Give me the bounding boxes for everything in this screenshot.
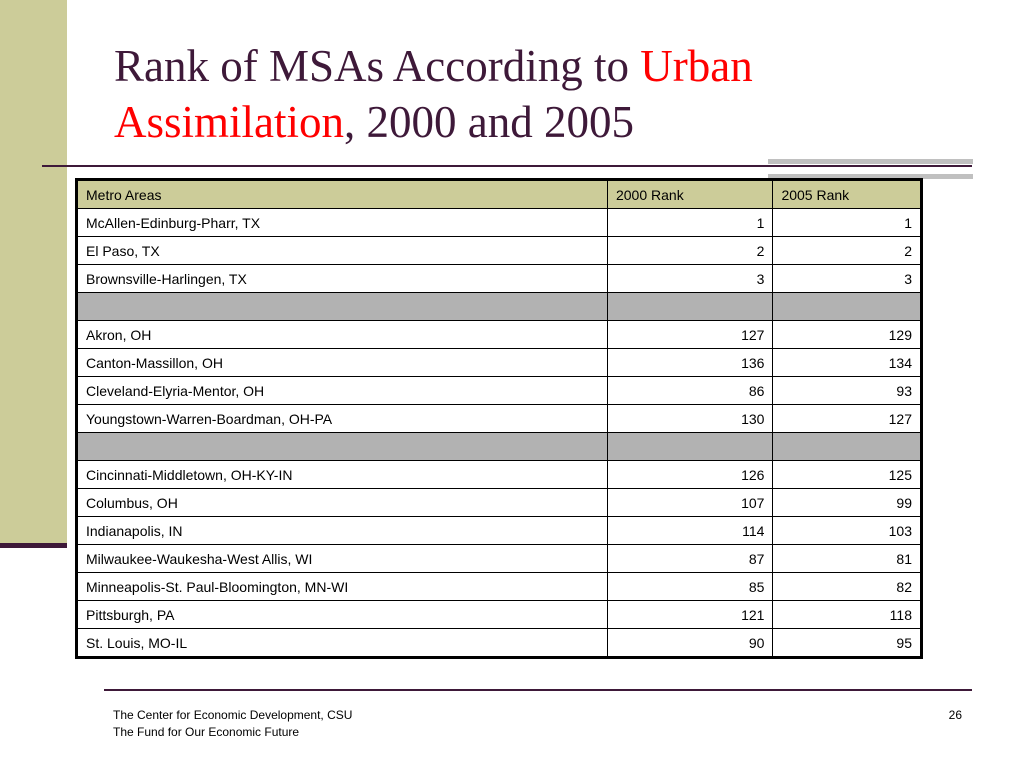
- rank-2005-cell: [772, 432, 921, 461]
- footer-line-2: The Fund for Our Economic Future: [113, 725, 300, 739]
- rank-2000-cell: 107: [606, 488, 774, 517]
- footer-divider: [104, 689, 972, 691]
- rank-2005-cell: 127: [772, 404, 921, 433]
- side-accent-bar: [0, 0, 67, 545]
- rank-2005-cell: 1: [772, 208, 921, 237]
- rank-2000-cell: 121: [606, 600, 774, 629]
- metro-area-cell: Pittsburgh, PA: [77, 600, 608, 629]
- metro-area-cell: Minneapolis-St. Paul-Bloomington, MN-WI: [77, 572, 608, 601]
- rank-2005-cell: 3: [772, 264, 921, 293]
- table-row: Cleveland-Elyria-Mentor, OH 86 93: [77, 376, 921, 405]
- decorative-grey-bars: [768, 159, 973, 179]
- rank-2000-cell: 130: [606, 404, 774, 433]
- table-row: Columbus, OH 107 99: [77, 488, 921, 517]
- table-row: Pittsburgh, PA 121 118: [77, 600, 921, 629]
- header-metro-areas: Metro Areas: [77, 180, 608, 209]
- rank-2000-cell: 3: [606, 264, 774, 293]
- rank-2005-cell: 81: [772, 544, 921, 573]
- metro-area-cell: [77, 432, 608, 461]
- metro-area-cell: Indianapolis, IN: [77, 516, 608, 545]
- table-row: Brownsville-Harlingen, TX 3 3: [77, 264, 921, 293]
- metro-area-cell: [77, 292, 608, 321]
- metro-area-cell: Brownsville-Harlingen, TX: [77, 264, 608, 293]
- rank-2000-cell: 127: [606, 320, 774, 349]
- header-2000-rank: 2000 Rank: [606, 180, 774, 209]
- table-row: Canton-Massillon, OH 136 134: [77, 348, 921, 377]
- table-row: Indianapolis, IN 114 103: [77, 516, 921, 545]
- metro-area-cell: Columbus, OH: [77, 488, 608, 517]
- rank-2005-cell: 93: [772, 376, 921, 405]
- slide-title: Rank of MSAs According to Urban Assimila…: [114, 38, 914, 150]
- side-accent-rule: [0, 543, 67, 548]
- rank-2000-cell: 126: [606, 460, 774, 489]
- rank-2000-cell: 90: [606, 628, 774, 657]
- rank-2005-cell: 129: [772, 320, 921, 349]
- footer-credits: The Center for Economic Development, CSU…: [113, 707, 352, 741]
- rank-2005-cell: 118: [772, 600, 921, 629]
- table-row: Milwaukee-Waukesha-West Allis, WI 87 81: [77, 544, 921, 573]
- rank-2005-cell: 134: [772, 348, 921, 377]
- rank-2000-cell: 1: [606, 208, 774, 237]
- rank-2000-cell: 87: [606, 544, 774, 573]
- table-row: El Paso, TX 2 2: [77, 236, 921, 265]
- title-part-2: , 2000 and 2005: [344, 97, 634, 147]
- table-header-row: Metro Areas 2000 Rank 2005 Rank: [77, 180, 921, 209]
- metro-area-cell: McAllen-Edinburg-Pharr, TX: [77, 208, 608, 237]
- rank-2005-cell: 103: [772, 516, 921, 545]
- metro-area-cell: Youngstown-Warren-Boardman, OH-PA: [77, 404, 608, 433]
- metro-area-cell: Canton-Massillon, OH: [77, 348, 608, 377]
- rank-2005-cell: 95: [772, 628, 921, 657]
- header-2005-rank: 2005 Rank: [772, 180, 921, 209]
- rank-2005-cell: 125: [772, 460, 921, 489]
- title-accent: Urban Assimilation: [114, 41, 753, 147]
- page-number: 26: [948, 708, 962, 722]
- metro-area-cell: El Paso, TX: [77, 236, 608, 265]
- footer-line-1: The Center for Economic Development, CSU: [113, 708, 353, 722]
- rank-2005-cell: [772, 292, 921, 321]
- metro-area-cell: Milwaukee-Waukesha-West Allis, WI: [77, 544, 608, 573]
- table-row: Akron, OH 127 129: [77, 320, 921, 349]
- rank-2000-cell: 85: [606, 572, 774, 601]
- rank-2005-cell: 82: [772, 572, 921, 601]
- grey-bar: [768, 174, 973, 179]
- table-row: Cincinnati-Middletown, OH-KY-IN 126 125: [77, 460, 921, 489]
- rank-table: Metro Areas 2000 Rank 2005 Rank McAllen-…: [77, 180, 921, 657]
- table-row: Youngstown-Warren-Boardman, OH-PA 130 127: [77, 404, 921, 433]
- table-row: Minneapolis-St. Paul-Bloomington, MN-WI 8…: [77, 572, 921, 601]
- metro-area-cell: Cincinnati-Middletown, OH-KY-IN: [77, 460, 608, 489]
- table-separator-row: [77, 292, 921, 321]
- table-row: St. Louis, MO-IL 90 95: [77, 628, 921, 657]
- table-body: McAllen-Edinburg-Pharr, TX 1 1 El Paso, TX 2…: [77, 208, 921, 657]
- rank-2000-cell: [606, 292, 774, 321]
- rank-2000-cell: 114: [606, 516, 774, 545]
- table-row: McAllen-Edinburg-Pharr, TX 1 1: [77, 208, 921, 237]
- title-part-1: Rank of MSAs According to: [114, 41, 641, 91]
- rank-2005-cell: 2: [772, 236, 921, 265]
- rank-table-container: Metro Areas 2000 Rank 2005 Rank McAllen-…: [75, 178, 923, 659]
- table-separator-row: [77, 432, 921, 461]
- rank-2000-cell: [606, 432, 774, 461]
- rank-2000-cell: 136: [606, 348, 774, 377]
- metro-area-cell: Cleveland-Elyria-Mentor, OH: [77, 376, 608, 405]
- grey-bar: [768, 159, 973, 164]
- rank-2000-cell: 86: [606, 376, 774, 405]
- metro-area-cell: Akron, OH: [77, 320, 608, 349]
- rank-2005-cell: 99: [772, 488, 921, 517]
- title-divider: [42, 165, 972, 167]
- metro-area-cell: St. Louis, MO-IL: [77, 628, 608, 657]
- rank-2000-cell: 2: [606, 236, 774, 265]
